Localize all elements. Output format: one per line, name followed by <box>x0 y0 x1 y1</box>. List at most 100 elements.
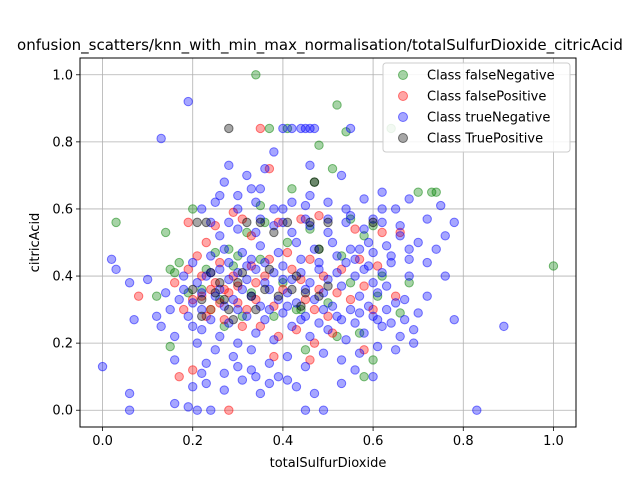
data-point <box>363 301 374 311</box>
data-point <box>210 197 220 207</box>
data-point <box>368 214 378 224</box>
legend-marker <box>398 91 408 101</box>
x-tick-label: 0.2 <box>182 434 203 449</box>
data-point <box>287 284 297 295</box>
data-point <box>287 184 297 194</box>
data-point <box>224 123 234 134</box>
series-0 <box>111 70 559 382</box>
data-point <box>215 331 225 342</box>
data-point <box>210 288 220 298</box>
data-point <box>179 284 189 295</box>
data-point <box>269 335 279 345</box>
data-point <box>395 231 405 241</box>
data-point <box>499 321 509 332</box>
data-point <box>345 244 356 254</box>
data-point <box>124 388 135 399</box>
data-point <box>282 375 293 385</box>
data-point <box>264 378 275 389</box>
data-point <box>377 217 387 228</box>
data-point <box>345 123 356 134</box>
data-point <box>264 123 275 134</box>
data-point <box>323 217 333 228</box>
data-point <box>183 311 193 321</box>
data-point <box>332 288 342 298</box>
data-point <box>255 184 266 194</box>
data-point <box>142 274 153 285</box>
data-point <box>287 321 297 332</box>
data-point <box>197 294 207 305</box>
data-point <box>219 244 229 254</box>
series-1 <box>133 123 405 415</box>
data-point <box>165 304 175 315</box>
data-point <box>237 284 248 295</box>
data-point <box>300 288 311 298</box>
data-point <box>242 311 252 321</box>
data-point <box>332 100 342 110</box>
data-point <box>224 304 234 315</box>
x-axis-label: totalSulfurDioxide <box>270 456 387 471</box>
data-point <box>215 231 225 241</box>
data-point <box>314 140 324 150</box>
data-point <box>386 257 396 268</box>
data-point <box>287 197 297 207</box>
data-point <box>332 251 342 261</box>
data-point <box>192 278 202 288</box>
data-point <box>201 217 211 228</box>
data-point <box>192 217 202 228</box>
data-point <box>251 264 261 275</box>
data-point <box>188 284 198 295</box>
data-point <box>413 187 423 197</box>
data-point <box>179 271 189 281</box>
data-point <box>246 291 257 301</box>
data-point <box>354 308 365 318</box>
data-point <box>169 355 180 365</box>
data-point <box>368 311 378 321</box>
legend-label: Class trueNegative <box>427 111 550 126</box>
data-point <box>440 271 450 281</box>
data-point <box>192 405 202 415</box>
data-point <box>242 217 252 228</box>
data-point <box>133 291 144 301</box>
data-point <box>377 227 387 238</box>
data-point <box>359 231 369 241</box>
data-point <box>197 325 207 335</box>
data-point <box>390 204 401 214</box>
data-point <box>404 278 414 288</box>
data-point <box>282 237 293 248</box>
data-point <box>305 190 315 201</box>
data-point <box>246 288 257 298</box>
data-point <box>318 348 329 358</box>
data-point <box>206 251 216 261</box>
data-point <box>327 301 338 311</box>
plot-frame <box>79 57 577 428</box>
data-point <box>183 96 193 107</box>
data-point <box>431 187 441 197</box>
data-point <box>390 291 401 301</box>
data-point <box>106 254 117 264</box>
data-point <box>215 278 225 288</box>
data-point <box>251 70 261 80</box>
x-tick-label: 0.4 <box>273 434 294 449</box>
data-point <box>323 281 333 291</box>
data-point <box>197 204 207 214</box>
data-point <box>359 328 369 338</box>
data-point <box>314 257 324 268</box>
data-point <box>174 371 184 382</box>
y-axis-ticks: 0.0 0.2 0.4 0.6 0.8 1.0 <box>52 68 80 419</box>
data-point <box>242 304 252 315</box>
data-point <box>323 274 333 285</box>
data-point <box>336 378 347 389</box>
data-point <box>287 264 297 275</box>
data-point <box>422 291 432 301</box>
data-point <box>449 314 459 325</box>
data-point <box>300 405 311 415</box>
data-point <box>260 314 270 325</box>
data-point <box>323 214 333 224</box>
data-point <box>368 355 378 365</box>
data-point <box>296 254 306 264</box>
data-point <box>377 271 387 281</box>
data-point <box>169 398 180 409</box>
data-point <box>363 237 374 248</box>
data-point <box>246 254 257 264</box>
x-tick-label: 0.0 <box>92 434 113 449</box>
